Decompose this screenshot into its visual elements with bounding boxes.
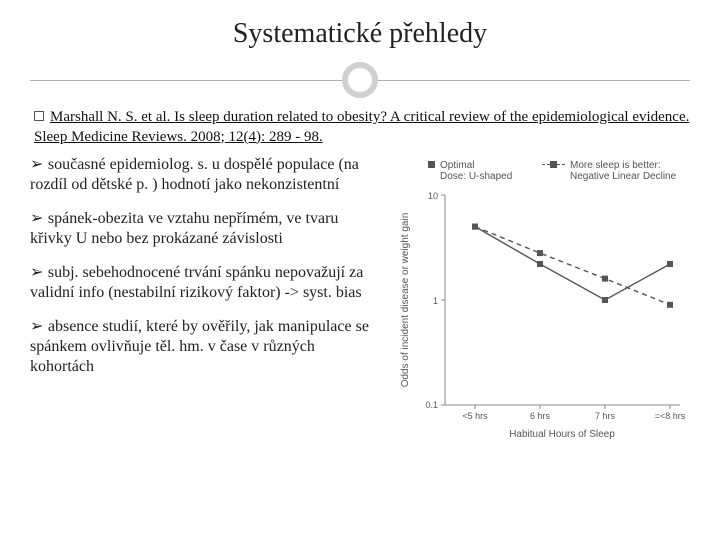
bullet-item: ➢ spánek-obezita ve vztahu nepřímém, ve … <box>30 209 382 249</box>
arrow-icon: ➢ <box>30 156 48 173</box>
content-row: ➢ současné epidemiolog. s. u dospělé pop… <box>30 155 690 445</box>
legend-label: More sleep is better: <box>570 160 661 171</box>
bullet-text: současné epidemiolog. s. u dospělé popul… <box>30 156 359 193</box>
x-axis-label: Habitual Hours of Sleep <box>509 429 615 440</box>
x-tick: 6 hrs <box>530 411 551 421</box>
arrow-icon: ➢ <box>30 210 48 227</box>
slide: Systematické přehledy Marshall N. S. et … <box>0 0 720 540</box>
arrow-icon: ➢ <box>30 318 48 335</box>
x-tick: <5 hrs <box>462 411 488 421</box>
series-u-shaped <box>475 227 670 300</box>
arrow-icon: ➢ <box>30 264 48 281</box>
bullet-item: ➢ současné epidemiolog. s. u dospělé pop… <box>30 155 382 195</box>
title-circle-icon <box>342 62 378 98</box>
bullet-item: ➢ subj. sebehodnocené trvání spánku nepo… <box>30 263 382 303</box>
checkbox-icon <box>34 111 44 121</box>
title-ornament <box>30 58 690 102</box>
legend-label-line2: Negative Linear Decline <box>570 171 677 182</box>
plot-area: 10 1 0.1 <5 hrs 6 hrs 7 hrs <box>400 191 686 440</box>
sleep-obesity-chart: Optimal Dose: U-shaped More sleep is bet… <box>390 155 690 445</box>
legend-marker-icon <box>428 161 435 168</box>
bullet-text: absence studií, které by ověřily, jak ma… <box>30 318 369 375</box>
markers-u <box>472 224 673 303</box>
x-tick: 7 hrs <box>595 411 616 421</box>
bullet-item: ➢ absence studií, které by ověřily, jak … <box>30 317 382 377</box>
y-axis-label: Odds of incident disease or weight gain <box>400 213 411 388</box>
citation-line: Marshall N. S. et al. Is sleep duration … <box>30 108 690 147</box>
bullet-list: ➢ současné epidemiolog. s. u dospělé pop… <box>30 155 382 445</box>
legend-label: Optimal <box>440 160 474 171</box>
markers-linear <box>472 224 673 308</box>
page-title: Systematické přehledy <box>30 18 690 50</box>
x-tick: =<8 hrs <box>655 411 686 421</box>
y-tick: 1 <box>433 296 438 306</box>
y-tick: 0.1 <box>425 400 438 410</box>
bullet-text: subj. sebehodnocené trvání spánku nepova… <box>30 264 363 301</box>
legend-label-line2: Dose: U-shaped <box>440 171 512 182</box>
bullet-text: spánek-obezita ve vztahu nepřímém, ve tv… <box>30 210 338 247</box>
y-tick: 10 <box>428 191 438 201</box>
series-linear <box>475 227 670 305</box>
x-ticks <box>475 405 670 409</box>
chart-container: Optimal Dose: U-shaped More sleep is bet… <box>390 155 690 445</box>
citation-text: Marshall N. S. et al. Is sleep duration … <box>34 109 689 145</box>
